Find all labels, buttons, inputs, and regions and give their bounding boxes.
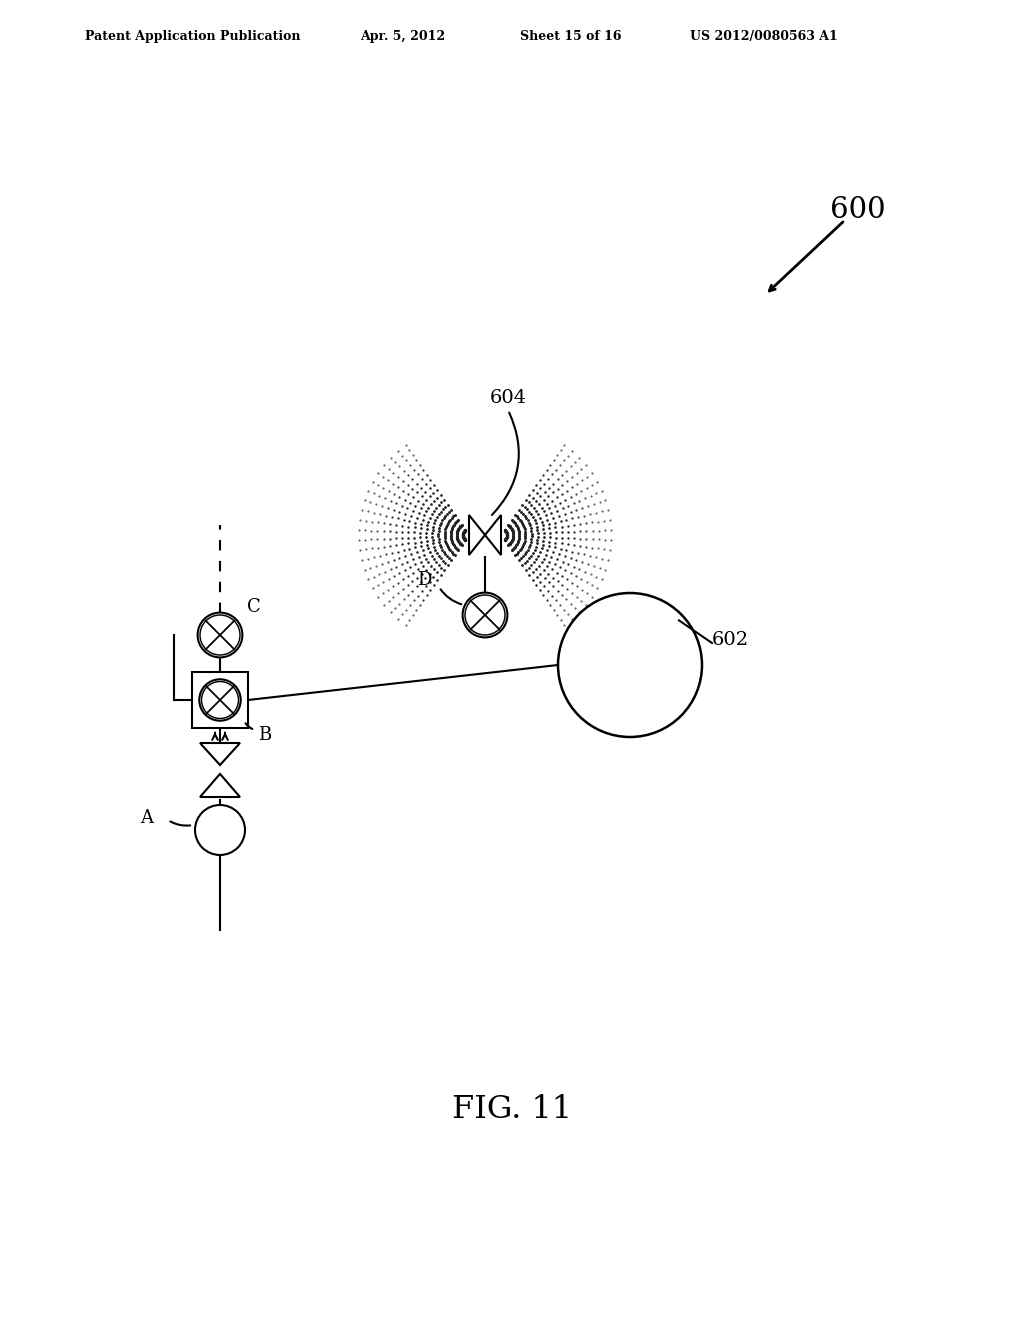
Text: C: C xyxy=(247,598,261,616)
Bar xyxy=(193,672,248,729)
Text: US 2012/0080563 A1: US 2012/0080563 A1 xyxy=(690,30,838,44)
Text: B: B xyxy=(258,726,271,744)
Circle shape xyxy=(195,805,245,855)
Text: Sheet 15 of 16: Sheet 15 of 16 xyxy=(520,30,622,44)
Circle shape xyxy=(463,593,508,638)
Circle shape xyxy=(200,680,241,721)
Text: 600: 600 xyxy=(830,195,886,224)
Circle shape xyxy=(198,612,243,657)
Circle shape xyxy=(200,615,240,655)
Text: Apr. 5, 2012: Apr. 5, 2012 xyxy=(360,30,445,44)
Text: 604: 604 xyxy=(490,389,527,407)
Text: A: A xyxy=(140,809,153,828)
Text: D: D xyxy=(417,572,431,589)
Polygon shape xyxy=(469,515,485,554)
Text: FIG. 11: FIG. 11 xyxy=(452,1094,572,1126)
Polygon shape xyxy=(200,774,240,797)
Circle shape xyxy=(558,593,702,737)
Circle shape xyxy=(202,681,239,718)
Text: Patent Application Publication: Patent Application Publication xyxy=(85,30,300,44)
Circle shape xyxy=(465,595,505,635)
Polygon shape xyxy=(485,515,501,554)
Text: 602: 602 xyxy=(712,631,750,649)
Polygon shape xyxy=(200,743,240,766)
